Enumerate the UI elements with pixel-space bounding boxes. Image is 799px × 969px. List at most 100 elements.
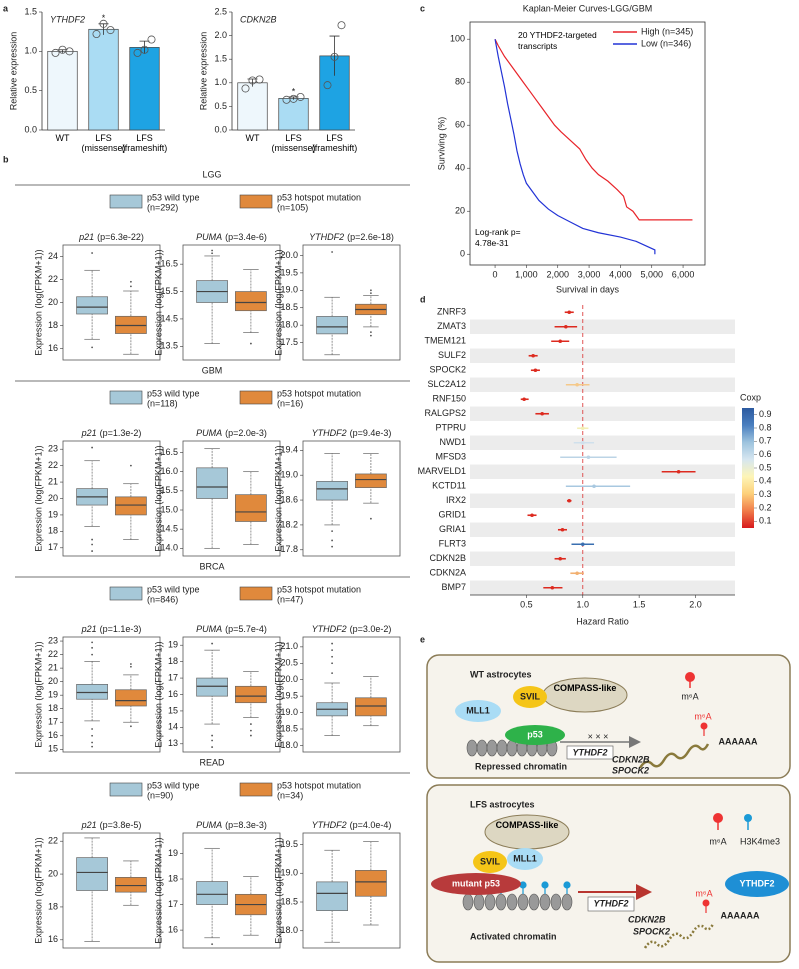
y-tick-label: 18 — [168, 656, 178, 666]
nucleosomes — [462, 893, 573, 911]
outlier — [331, 649, 333, 652]
x-tick-label: 6,000 — [672, 269, 695, 279]
y-tick-label: 19.0 — [280, 707, 298, 717]
x-axis-label: Survival in days — [556, 284, 620, 294]
y-tick-label: 17 — [48, 717, 58, 727]
gene-name: YTHDF2 — [312, 428, 347, 438]
x-tick-label: 2,000 — [546, 269, 569, 279]
box — [235, 494, 267, 522]
gene-name: p21 — [78, 232, 94, 242]
p-value: (p=4.0e-4) — [350, 820, 392, 830]
y-tick-label: SULF2 — [438, 350, 466, 360]
outlier — [91, 641, 93, 644]
legend-label: Low (n=346) — [641, 38, 691, 48]
legend-label: p53 wild type — [147, 780, 200, 790]
y-tick-label: 15.5 — [160, 286, 178, 296]
data-point — [147, 35, 156, 44]
hazard-point — [567, 310, 572, 315]
outlier — [130, 280, 132, 283]
blocked-mark: × × × — [588, 731, 609, 741]
pin-head — [685, 672, 695, 682]
panel-title: YTHDF2 (p=4.0e-4) — [312, 820, 392, 830]
svil-label: SVIL — [520, 691, 541, 701]
target-label: SPOCK2 — [612, 765, 649, 775]
panel-title: PUMA (p=2.0e-3) — [196, 428, 267, 438]
polya-label: AAAAAA — [719, 736, 758, 746]
pin-head — [700, 722, 708, 730]
legend-swatch — [239, 390, 273, 405]
y-tick-label: 16.0 — [160, 466, 178, 476]
panel-title: PUMA (p=3.4e-6) — [196, 232, 267, 242]
y-tick-label: ZMAT3 — [437, 321, 466, 331]
outlier — [331, 655, 333, 658]
outlier — [370, 331, 372, 334]
outlier — [211, 252, 214, 255]
legend-swatch — [239, 194, 273, 209]
outlier — [370, 517, 372, 520]
wt-panel: WT astrocytes COMPASS-like SVIL MLL1 p53… — [426, 654, 791, 779]
outlier — [250, 734, 252, 737]
y-tick-label: 1.0 — [214, 77, 227, 87]
y-axis-label: Expression (log(FPKM+1)) — [273, 249, 283, 355]
colorbar-tick-label: 0.3 — [759, 489, 772, 499]
y-tick-label: CDKN2B — [429, 553, 466, 563]
y-tick-label: 15 — [48, 744, 58, 754]
box — [196, 467, 228, 499]
outlier — [91, 653, 93, 656]
outlier — [130, 285, 132, 288]
gene-label: YTHDF2 — [572, 747, 607, 757]
hazard-point — [540, 411, 544, 416]
p-value: (p=9.4e-3) — [350, 428, 392, 438]
chart-title: CDKN2B — [240, 14, 277, 24]
panel-label: c — [420, 3, 425, 13]
svil-shape — [513, 686, 547, 708]
x-tick-label: LFS (frameshift) — [311, 133, 358, 153]
outlier — [331, 672, 333, 675]
x-tick-label-box: LFS (frameshift) — [311, 133, 358, 153]
outlier — [91, 538, 93, 541]
box — [196, 677, 228, 697]
mll1-label: MLL1 — [513, 853, 537, 863]
hazard-point — [522, 397, 526, 402]
gene-box — [566, 745, 614, 760]
x-tick-label: 3,000 — [578, 269, 601, 279]
y-tick-label: 80 — [455, 77, 465, 87]
legend-label: p53 wild type — [147, 584, 200, 594]
legend-swatch — [239, 586, 273, 601]
y-tick-label: 19.5 — [280, 691, 298, 701]
chromatin-label: Activated chromatin — [470, 931, 557, 941]
row-band — [470, 319, 735, 334]
y-tick-label: 16 — [48, 934, 58, 944]
hazard-point — [575, 382, 579, 387]
y-tick-label: KCTD11 — [432, 481, 466, 491]
legend-swatch — [109, 586, 143, 601]
p-value: (p=1.3e-2) — [100, 428, 142, 438]
y-tick-label: 24 — [48, 251, 58, 261]
svil-label: SVIL — [480, 856, 501, 866]
y-tick-label: 0.5 — [24, 85, 37, 95]
outlier — [370, 292, 372, 294]
y-tick-label: 22 — [48, 649, 58, 659]
y-tick-label: 14.5 — [160, 313, 178, 323]
y-tick-label: 14.0 — [160, 543, 178, 553]
panel-title: p21 (p=3.8e-5) — [81, 820, 142, 830]
legend-swatch — [109, 782, 143, 797]
y-tick-label: 22 — [48, 460, 58, 470]
y-tick-label: 21 — [48, 662, 58, 672]
colorbar-tick-label: 0.9 — [759, 409, 772, 419]
gene-name: PUMA — [196, 232, 222, 242]
box — [355, 870, 387, 897]
y-tick-label: 23 — [48, 635, 58, 645]
p53-shape — [505, 725, 565, 745]
svil-shape — [473, 851, 507, 873]
y-tick-label: 16.5 — [160, 259, 178, 269]
outlier — [331, 530, 333, 533]
y-axis-label: Surviving (%) — [436, 117, 446, 171]
colorbar-tick-label: 0.6 — [759, 449, 772, 459]
y-tick-label: BMP7 — [441, 582, 466, 592]
p-value: (p=8.3e-3) — [225, 820, 267, 830]
p53-label: p53 — [527, 729, 543, 739]
error-bar — [329, 35, 340, 76]
y-tick-label: 19.0 — [280, 470, 298, 480]
y-tick-label: 21.0 — [280, 641, 298, 651]
